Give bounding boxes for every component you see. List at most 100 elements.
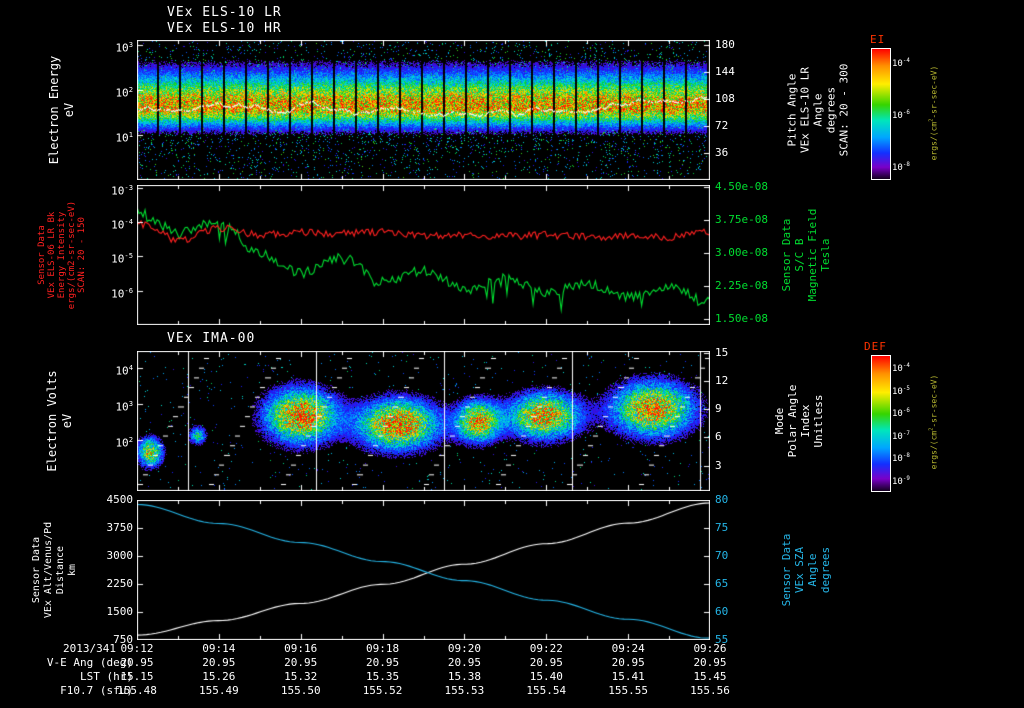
altitude-tick: 750 — [113, 633, 133, 646]
els-colorbar-tick: 10-4 — [892, 58, 910, 69]
bottom-row-value: 15.15 — [120, 670, 154, 683]
bottom-row-label: LST (hr) — [80, 670, 133, 683]
mode-index-tick: 12 — [715, 374, 729, 388]
ima-energy-tick: 104 — [115, 363, 133, 378]
bottom-row-value: 20.95 — [529, 656, 563, 669]
els06-intensity-axis-label: Sensor Data VEx ELS-06 LR Bk Energy Inte… — [37, 200, 87, 310]
bottom-row-value: 155.56 — [690, 684, 730, 697]
els-colorbar-tick: 10-8 — [892, 162, 910, 173]
bfield-axis-label: Sensor Data S/C B Magnetic Field Tesla — [780, 208, 832, 302]
ima-colorbar-title: DEF — [864, 340, 887, 353]
altitude-tick: 3000 — [106, 549, 134, 562]
els-spectrogram-canvas — [137, 40, 710, 180]
bottom-row-value: 15.40 — [529, 670, 563, 683]
bottom-row-value: 20.95 — [447, 656, 481, 669]
ima-colorbar-tick: 10-6 — [892, 408, 910, 420]
ima-volts-axis-label: Electron Volts eV — [45, 370, 74, 472]
intensity-tick: 10-5 — [111, 251, 133, 266]
mode-index-tick: 6 — [715, 430, 722, 444]
sza-tick: 65 — [715, 577, 729, 590]
bottom-row-label: F10.7 (sfu) — [60, 684, 133, 697]
ima-colorbar-tick: 10-5 — [892, 385, 910, 397]
altitude-tick: 3750 — [106, 521, 134, 534]
time-tick-label: 09:12 — [120, 642, 154, 655]
time-tick-label: 09:22 — [529, 642, 563, 655]
bottom-row-value: 15.26 — [202, 670, 236, 683]
pitch-angle-tick: 108 — [715, 91, 735, 105]
bottom-row-value: 20.95 — [284, 656, 318, 669]
sza-axis-label: Sensor Data VEx SZA Angle degrees — [780, 533, 832, 607]
ima-energy-tick: 103 — [115, 399, 133, 415]
bottom-row-value: 20.95 — [611, 656, 645, 669]
ima-colorbar-tick: 10-4 — [892, 363, 910, 375]
sza-tick: 60 — [715, 605, 729, 618]
altitude-sza-plot-canvas — [137, 500, 710, 640]
mode-index-tick: 3 — [715, 458, 722, 472]
bottom-row-value: 155.54 — [526, 684, 567, 697]
pitch-angle-tick: 180 — [715, 37, 735, 51]
ima-spectrogram-canvas — [137, 351, 710, 491]
sza-tick: 75 — [715, 521, 729, 534]
bottom-row-value: 155.50 — [280, 684, 321, 697]
intensity-tick: 10-3 — [111, 182, 133, 198]
bfield-tick: 4.50e-08 — [715, 180, 768, 194]
ima-title: VEx IMA-00 — [167, 331, 256, 346]
time-tick-label: 09:20 — [447, 642, 481, 655]
els-energy-tick: 103 — [115, 40, 133, 55]
bottom-row-value: 15.41 — [611, 670, 645, 683]
sza-tick: 70 — [715, 549, 729, 562]
intensity-tick: 10-6 — [111, 285, 133, 301]
intensity-bfield-plot-canvas — [137, 185, 710, 325]
sza-tick: 80 — [715, 493, 729, 506]
els-title-line2: VEx ELS-10 HR — [167, 21, 282, 36]
bottom-row-value: 15.38 — [447, 670, 481, 683]
time-tick-label: 09:26 — [693, 642, 727, 655]
bottom-row-value: 155.53 — [444, 684, 485, 697]
bfield-tick: 3.75e-08 — [715, 213, 768, 227]
ima-colorbar-tick: 10-7 — [892, 430, 910, 442]
bottom-row-value: 20.95 — [693, 656, 727, 669]
mode-axis-label: Mode Polar Angle Index Unitless — [773, 384, 825, 458]
bottom-row-value: 15.35 — [366, 670, 400, 683]
bfield-tick: 3.00e-08 — [715, 246, 768, 260]
ima-energy-tick: 102 — [115, 435, 133, 451]
altitude-tick: 4500 — [106, 493, 134, 506]
time-tick-label: 09:16 — [284, 642, 318, 655]
els-energy-tick: 102 — [115, 85, 133, 100]
bottom-row-value: 155.49 — [198, 684, 239, 697]
els-colorbar-tick: 10-6 — [892, 110, 910, 121]
els-colorbar-title: EI — [870, 33, 886, 46]
pitch-angle-tick: 144 — [715, 64, 735, 78]
time-tick-label: 09:24 — [611, 642, 645, 655]
altitude-tick: 1500 — [106, 605, 134, 618]
bottom-row-value: 20.95 — [120, 656, 154, 669]
bottom-row-value: 15.45 — [693, 670, 727, 683]
mode-index-tick: 9 — [715, 402, 722, 416]
bottom-row-value: 20.95 — [366, 656, 400, 669]
els-energy-tick: 101 — [115, 130, 133, 145]
ima-colorbar-tick: 10-9 — [892, 475, 910, 487]
bottom-row-value: 155.52 — [362, 684, 403, 697]
pitch-angle-tick: 72 — [715, 118, 729, 132]
mode-index-tick: 15 — [715, 345, 729, 359]
bottom-row-value: 15.32 — [284, 670, 318, 683]
bfield-tick: 1.50e-08 — [715, 312, 768, 326]
time-tick-label: 09:18 — [366, 642, 400, 655]
els-colorbar — [871, 48, 891, 180]
bottom-row-value: 155.48 — [117, 684, 157, 697]
ima-colorbar-tick: 10-8 — [892, 453, 910, 465]
time-tick-label: 09:14 — [202, 642, 236, 655]
bottom-row-value: 155.55 — [608, 684, 649, 697]
altitude-axis-label: Sensor Data VEx Alt/Venus/Pd Distance km — [31, 521, 78, 619]
ima-colorbar — [871, 355, 891, 492]
date-label: 2013/341 — [63, 642, 116, 655]
bfield-tick: 2.25e-08 — [715, 279, 768, 293]
altitude-tick: 2250 — [106, 577, 134, 590]
pitch-angle-tick: 36 — [715, 145, 729, 159]
bottom-row-value: 20.95 — [202, 656, 236, 669]
pitch-angle-axis-label: Pitch Angle VEx ELS-10 LR Angle degrees … — [785, 63, 851, 157]
bottom-row-label: V-E Ang (deg) — [46, 656, 133, 669]
intensity-tick: 10-4 — [111, 217, 133, 232]
els-title-line1: VEx ELS-10 LR — [167, 5, 282, 20]
